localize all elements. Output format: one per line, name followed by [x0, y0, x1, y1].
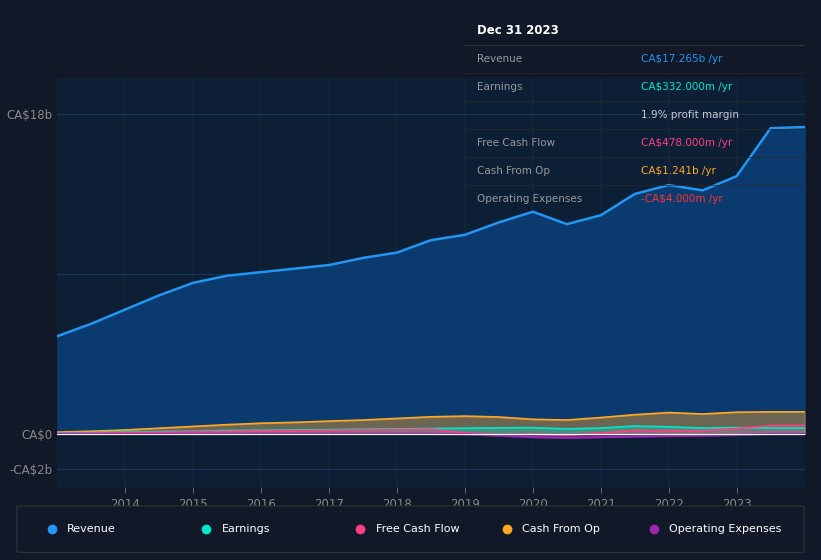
Text: CA$332.000m /yr: CA$332.000m /yr — [641, 82, 732, 92]
Text: Free Cash Flow: Free Cash Flow — [376, 524, 460, 534]
Text: Cash From Op: Cash From Op — [522, 524, 600, 534]
Text: CA$478.000m /yr: CA$478.000m /yr — [641, 138, 732, 148]
Text: Earnings: Earnings — [478, 82, 523, 92]
Text: Dec 31 2023: Dec 31 2023 — [478, 24, 559, 38]
Text: Free Cash Flow: Free Cash Flow — [478, 138, 556, 148]
FancyBboxPatch shape — [17, 506, 804, 552]
Text: Revenue: Revenue — [67, 524, 116, 534]
Text: CA$17.265b /yr: CA$17.265b /yr — [641, 54, 722, 64]
Text: Earnings: Earnings — [222, 524, 270, 534]
Text: Operating Expenses: Operating Expenses — [669, 524, 782, 534]
Text: Revenue: Revenue — [478, 54, 523, 64]
Text: 1.9% profit margin: 1.9% profit margin — [641, 110, 739, 120]
Text: -CA$4.000m /yr: -CA$4.000m /yr — [641, 194, 722, 204]
Text: Cash From Op: Cash From Op — [478, 166, 551, 176]
Text: Operating Expenses: Operating Expenses — [478, 194, 583, 204]
Text: CA$1.241b /yr: CA$1.241b /yr — [641, 166, 716, 176]
